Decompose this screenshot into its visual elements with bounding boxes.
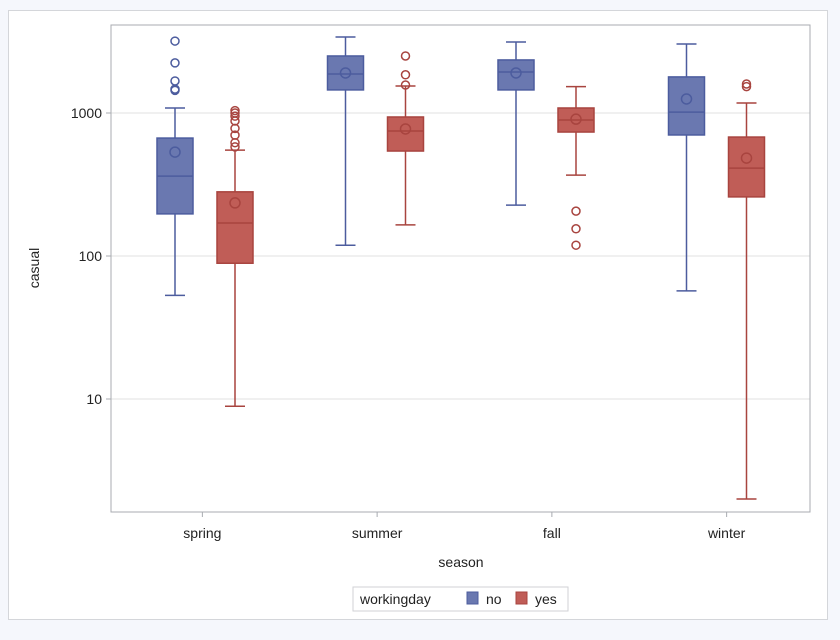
outlier-point (170, 36, 180, 46)
y-axis-label: casual (26, 248, 42, 288)
mean-marker (229, 197, 241, 209)
box-no-fall (497, 41, 535, 206)
box-layer (156, 36, 766, 500)
legend-box (352, 586, 569, 612)
box-yes-fall (557, 85, 595, 250)
outlier-point (230, 130, 240, 140)
box-yes-spring (216, 105, 254, 407)
legend-label-no: no (486, 591, 502, 607)
mean-marker (570, 113, 582, 125)
box-no-spring (156, 36, 194, 297)
box-iqr (216, 191, 254, 264)
x-axis: spring summer fall winter (183, 512, 746, 541)
legend-swatch-yes (515, 591, 528, 605)
box-iqr (667, 76, 706, 136)
x-tick-label: fall (543, 525, 561, 541)
grid-layer (111, 112, 810, 400)
y-tick-label: 100 (79, 248, 103, 264)
box-iqr (326, 55, 365, 91)
x-tick-label: spring (183, 525, 221, 541)
box-iqr (727, 136, 766, 198)
box-yes-summer (386, 51, 425, 226)
outlier-point (170, 58, 180, 68)
y-tick-label: 10 (86, 391, 102, 407)
x-axis-label: season (438, 554, 483, 570)
outlier-point (400, 51, 411, 61)
outlier-point (170, 84, 180, 94)
x-tick-label: summer (352, 525, 403, 541)
y-tick-label: 1000 (71, 105, 102, 121)
outlier-point (230, 111, 240, 121)
outlier-point (230, 105, 240, 116)
outlier-point (571, 240, 581, 250)
outlier-point (741, 81, 752, 92)
mean-marker (740, 152, 753, 164)
legend: workingday no yes (352, 586, 569, 612)
outlier-point (571, 224, 581, 234)
legend-title: workingday (359, 591, 431, 607)
plot-area (110, 24, 811, 513)
outlier-point (170, 76, 180, 86)
legend-swatch-no (466, 591, 479, 605)
box-iqr (497, 59, 535, 91)
outlier-point (230, 142, 240, 152)
outlier-point (741, 79, 752, 89)
y-axis: 10 100 1000 (71, 105, 111, 407)
mean-marker (510, 67, 522, 79)
mean-marker (399, 123, 412, 135)
box-no-summer (326, 36, 365, 246)
legend-label-yes: yes (535, 591, 557, 607)
mean-marker (169, 146, 181, 158)
outlier-point (571, 206, 581, 216)
outlier-point (400, 70, 411, 80)
x-tick-label: winter (707, 525, 746, 541)
box-no-winter (667, 43, 706, 292)
mean-marker (680, 93, 693, 105)
box-yes-winter (727, 79, 766, 500)
outlier-point (400, 80, 411, 90)
mean-marker (339, 67, 352, 79)
